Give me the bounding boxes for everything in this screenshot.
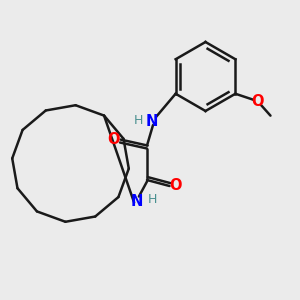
Text: O: O bbox=[252, 94, 264, 109]
Text: O: O bbox=[169, 178, 182, 194]
Text: N: N bbox=[145, 114, 158, 129]
Text: H: H bbox=[134, 113, 144, 127]
Text: O: O bbox=[107, 132, 120, 147]
Text: H: H bbox=[147, 193, 157, 206]
Text: N: N bbox=[130, 194, 143, 208]
